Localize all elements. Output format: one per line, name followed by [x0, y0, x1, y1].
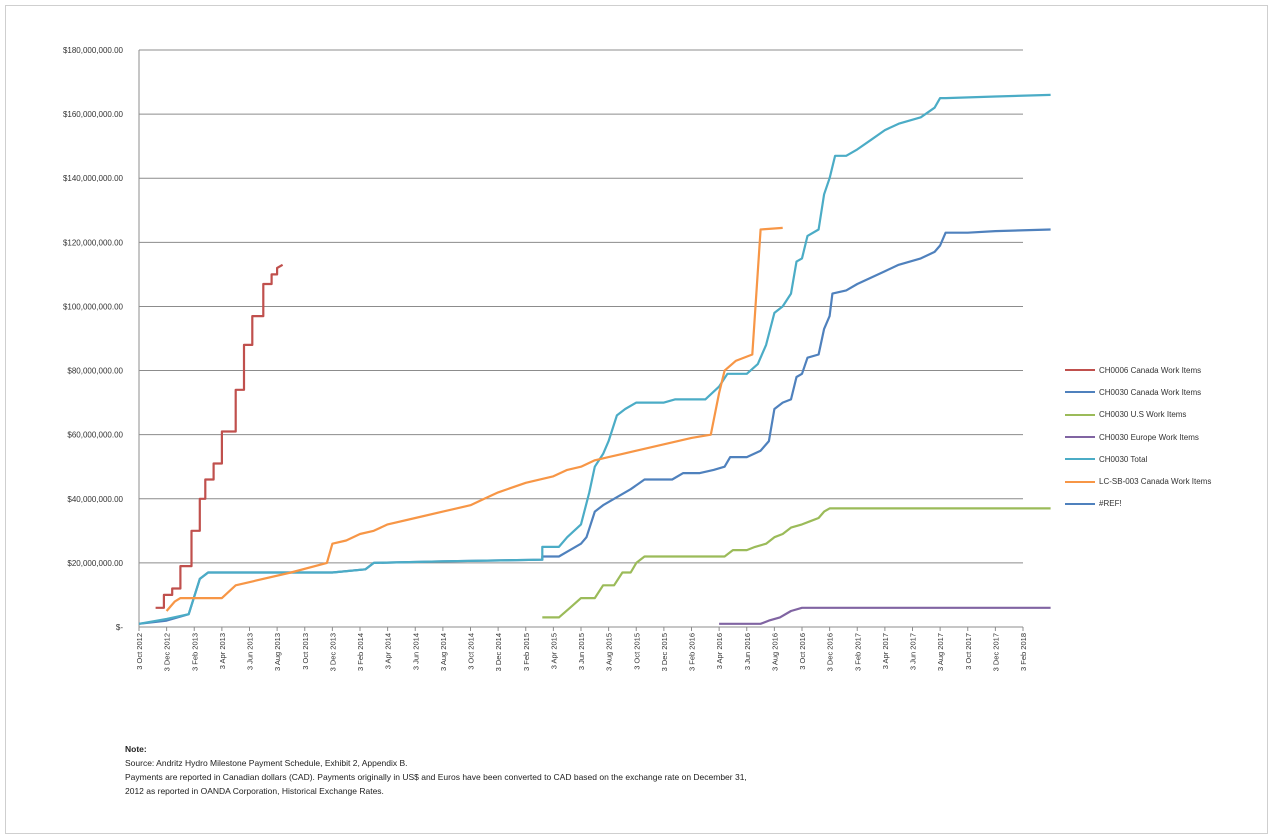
x-tick-label: 3 Aug 2017: [936, 633, 945, 671]
legend-item: CH0006 Canada Work Items: [1065, 359, 1211, 381]
legend-swatch: [1065, 480, 1095, 483]
x-tick-label: 3 Feb 2015: [522, 633, 531, 671]
x-tick-label: 3 Feb 2013: [190, 633, 199, 671]
legend-label: #REF!: [1099, 499, 1122, 509]
legend-label: CH0006 Canada Work Items: [1099, 365, 1202, 375]
x-tick-label: 3 Jun 2015: [577, 633, 586, 670]
x-tick-label: 3 Feb 2017: [853, 633, 862, 671]
x-tick-label: 3 Dec 2015: [660, 633, 669, 671]
x-tick-label: 3 Dec 2017: [991, 633, 1000, 671]
y-tick-label: $80,000,000.00: [67, 367, 123, 376]
x-tick-label: 3 Feb 2016: [688, 633, 697, 671]
x-tick-label: 3 Jun 2014: [411, 633, 420, 670]
y-tick-label: $40,000,000.00: [67, 495, 123, 504]
x-tick-label: 3 Dec 2012: [163, 633, 172, 671]
legend-label: LC-SB-003 Canada Work Items: [1099, 477, 1212, 487]
x-tick-label: 3 Apr 2013: [218, 633, 227, 669]
series-line: [165, 226, 783, 612]
legend-item: LC-SB-003 Canada Work Items: [1065, 470, 1211, 492]
legend-label: CH0030 U.S Work Items: [1099, 410, 1187, 420]
legend-swatch: [1065, 369, 1095, 372]
y-tick-label: $100,000,000.00: [63, 302, 124, 311]
legend-swatch: [1065, 391, 1095, 394]
x-tick-label: 3 Oct 2012: [135, 633, 144, 670]
x-tick-label: 3 Jun 2017: [909, 633, 918, 670]
x-tick-label: 3 Apr 2015: [549, 633, 558, 669]
legend-item: CH0030 Canada Work Items: [1065, 381, 1211, 403]
legend-item: #REF!: [1065, 493, 1211, 515]
series-line: [155, 263, 284, 609]
x-axis: 3 Oct 2012 3 Dec 2012 3 Feb 2013 3 Apr 2013…: [135, 626, 1028, 671]
legend-swatch: [1065, 413, 1095, 416]
legend-label: CH0030 Europe Work Items: [1099, 432, 1199, 442]
series-line: [138, 228, 1051, 625]
y-tick-label: $180,000,000.00: [63, 46, 124, 55]
legend-label: CH0030 Canada Work Items: [1099, 387, 1202, 397]
chart-frame: [5, 5, 1268, 834]
x-tick-label: 3 Apr 2016: [715, 633, 724, 669]
y-tick-label: $120,000,000.00: [63, 238, 124, 247]
x-tick-label: 3 Apr 2014: [384, 633, 393, 669]
note-title: Note:: [125, 744, 147, 754]
gridlines: [139, 49, 1023, 564]
x-tick-label: 3 Jun 2013: [246, 633, 255, 670]
legend-swatch: [1065, 502, 1095, 505]
y-tick-label: $60,000,000.00: [67, 431, 123, 440]
x-tick-label: 3 Oct 2013: [301, 633, 310, 670]
x-tick-label: 3 Apr 2017: [881, 633, 890, 669]
series-line: [719, 606, 1051, 625]
note-line-source: Source: Andritz Hydro Milestone Payment …: [125, 758, 408, 768]
chart-note: Note: Source: Andritz Hydro Milestone Pa…: [125, 742, 1125, 798]
x-tick-label: 3 Jun 2016: [743, 633, 752, 670]
x-tick-label: 3 Aug 2016: [770, 633, 779, 671]
x-tick-label: 3 Oct 2016: [798, 633, 807, 670]
x-tick-label: 3 Dec 2016: [826, 633, 835, 671]
x-tick-label: 3 Dec 2014: [494, 633, 503, 671]
x-tick-label: 3 Oct 2014: [467, 633, 476, 670]
y-axis: $- $20,000,000.00 $40,000,000.00 $60,000,00…: [63, 46, 140, 632]
x-tick-label: 3 Feb 2014: [356, 633, 365, 671]
legend-item: CH0030 Europe Work Items: [1065, 426, 1211, 448]
legend-swatch: [1065, 436, 1095, 439]
x-tick-label: 3 Oct 2015: [632, 633, 641, 670]
y-tick-label: $140,000,000.00: [63, 174, 124, 183]
series-lines: [138, 93, 1051, 625]
note-line-currency: Payments are reported in Canadian dollar…: [125, 772, 747, 782]
y-tick-label: $-: [116, 623, 123, 632]
legend-label: CH0030 Total: [1099, 454, 1148, 464]
x-tick-label: 3 Oct 2017: [964, 633, 973, 670]
legend-item: CH0030 U.S Work Items: [1065, 404, 1211, 426]
x-tick-label: 3 Dec 2013: [328, 633, 337, 671]
x-tick-label: 3 Feb 2018: [1019, 633, 1028, 671]
x-tick-label: 3 Aug 2014: [439, 633, 448, 671]
series-line: [542, 507, 1051, 619]
legend-swatch: [1065, 458, 1095, 461]
y-tick-label: $20,000,000.00: [67, 559, 123, 568]
x-tick-label: 3 Aug 2013: [273, 633, 282, 671]
y-tick-label: $160,000,000.00: [63, 110, 124, 119]
x-tick-label: 3 Aug 2015: [605, 633, 614, 671]
chart-legend: CH0006 Canada Work Items CH0030 Canada Wo…: [1065, 359, 1211, 515]
series-line: [138, 93, 1051, 625]
legend-item: CH0030 Total: [1065, 448, 1211, 470]
note-line-exchange: 2012 as reported in OANDA Corporation, H…: [125, 786, 384, 796]
